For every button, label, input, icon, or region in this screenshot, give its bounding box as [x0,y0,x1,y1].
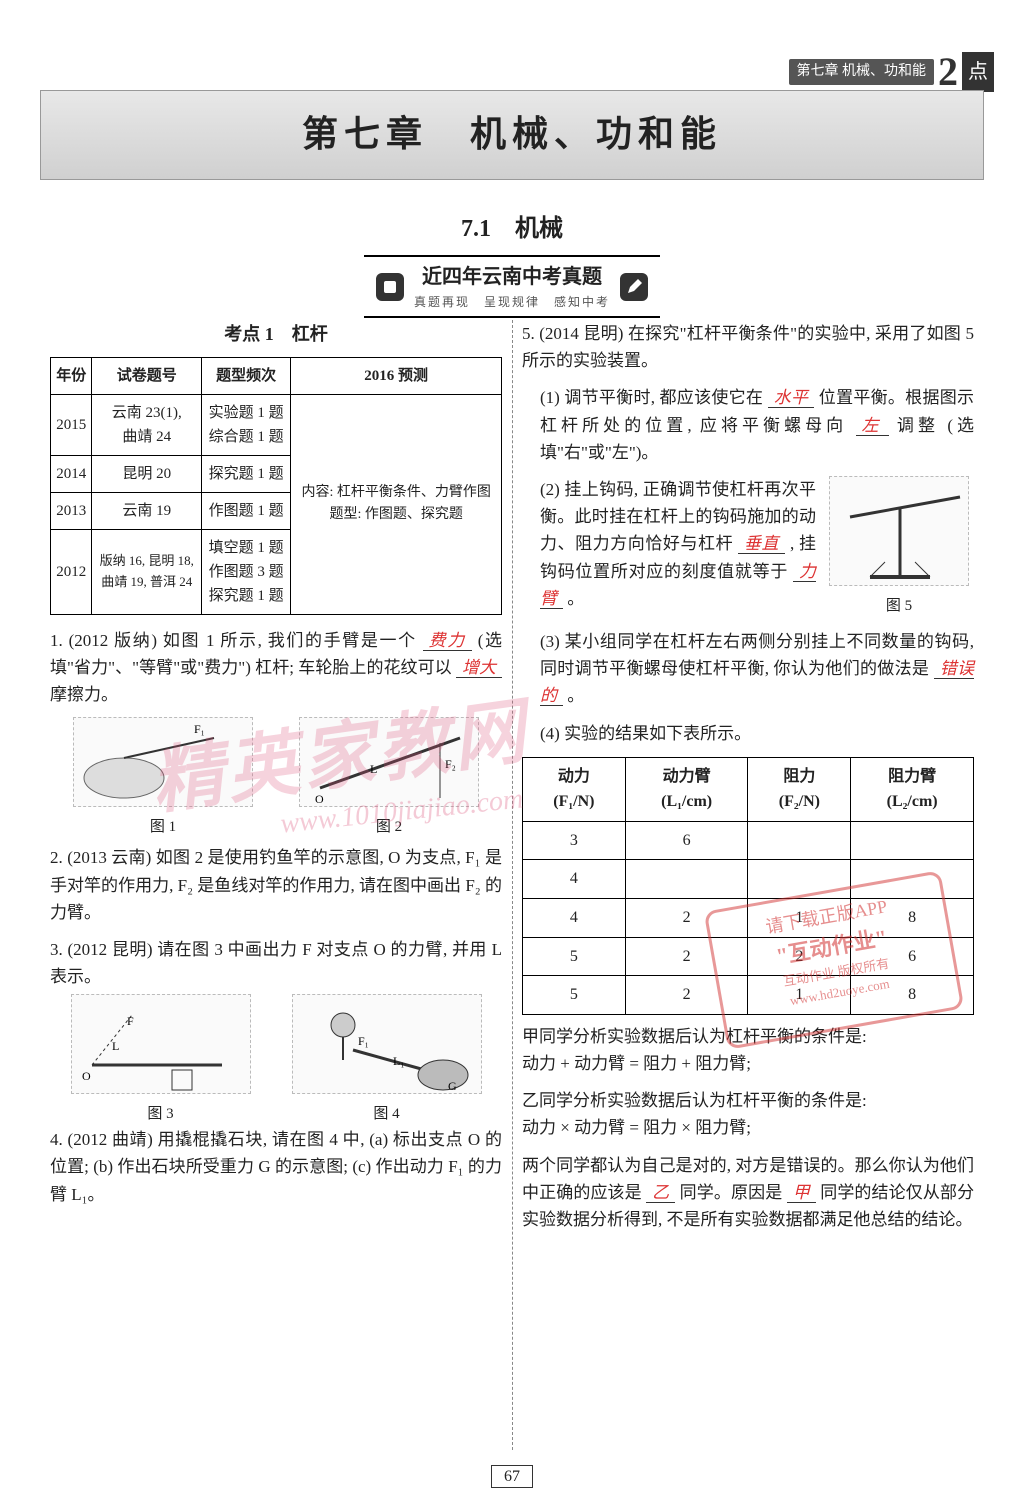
exam-history-table: 年份 试卷题号 题型频次 2016 预测 2015 云南 23(1), 曲靖 2… [50,357,502,615]
svg-text:G: G [448,1079,457,1093]
header-dian-label: 点 [962,52,994,92]
svg-text:L: L [112,1039,119,1053]
svg-text:F₁: F₁ [194,722,205,736]
right-column: 5. (2014 昆明) 在探究"杠杆平衡条件"的实验中, 采用了如图 5 所示… [522,320,974,1460]
answer-blank: 甲 [787,1183,816,1203]
svg-text:F₂: F₂ [445,757,456,771]
table-row: 4 [523,860,974,899]
question-5-intro: 5. (2014 昆明) 在探究"杠杆平衡条件"的实验中, 采用了如图 5 所示… [522,320,974,374]
prediction-cell: 内容: 杠杆平衡条件、力臂作图 题型: 作图题、探究题 [291,394,502,614]
pen-icon [620,273,648,301]
table-row: 36 [523,821,974,860]
answer-blank: 左 [856,416,889,436]
question-1: 1. (2012 版纳) 如图 1 所示, 我们的手臂是一个 费力 (选填"省力… [50,627,502,709]
conclusion-final: 两个同学都认为自己是对的, 对方是错误的。那么你认为他们中正确的应该是 乙 同学… [522,1152,974,1234]
answer-blank: 水平 [768,388,815,408]
answer-blank: 费力 [423,631,472,651]
conclusion-jia: 甲同学分析实验数据后认为杠杆平衡的条件是: 动力 + 动力臂 = 阻力 + 阻力… [522,1023,974,1077]
badge-row: 近四年云南中考真题 真题再现 呈现规律 感知中考 [0,255,1024,318]
th-pred: 2016 预测 [291,357,502,394]
question-2: 2. (2013 云南) 如图 2 是使用钓鱼竿的示意图, O 为支点, F₁ … [50,844,502,926]
question-4: 4. (2012 曲靖) 用撬棍撬石块, 请在图 4 中, (a) 标出支点 O… [50,1126,502,1208]
figure-5: 图 5 [824,476,974,618]
th-type: 题型频次 [202,357,291,394]
table-row: 4218 [523,899,974,938]
conclusion-yi: 乙同学分析实验数据后认为杠杆平衡的条件是: 动力 × 动力臂 = 阻力 × 阻力… [522,1087,974,1141]
answer-blank: 增大 [456,658,502,678]
figure-1: F₁ 图 1 [73,717,253,839]
question-3: 3. (2012 昆明) 请在图 3 中画出力 F 对支点 O 的力臂, 并用 … [50,936,502,990]
chapter-tag-text: 第七章 机械、功和能 [789,59,935,85]
experiment-data-table: 动力 (F₁/N) 动力臂 (L₁/cm) 阻力 (F₂/N) 阻力臂 (L₂/… [522,757,974,1015]
answer-blank: 乙 [646,1183,675,1203]
table-header-row: 动力 (F₁/N) 动力臂 (L₁/cm) 阻力 (F₂/N) 阻力臂 (L₂/… [523,757,974,821]
chapter-title: 第七章 机械、功和能 [302,106,722,164]
badge-sub-text: 真题再现 呈现规律 感知中考 [414,293,610,312]
table-row: 5218 [523,976,974,1015]
question-5-2: 图 5 (2) 挂上钩码, 正确调节使杠杆再次平衡。此时挂在杠杆上的钩码施加的动… [540,476,974,618]
left-column: 考点 1 杠杆 年份 试卷题号 题型频次 2016 预测 2015 云南 23(… [50,320,502,1460]
answer-blank: 垂直 [738,534,785,554]
figure-3: OFL 图 3 [71,994,251,1126]
figure-4: F₁GL₁ 图 4 [292,994,482,1126]
page-number: 67 [0,1464,1024,1490]
exam-badge: 近四年云南中考真题 真题再现 呈现规律 感知中考 [364,255,660,318]
figure-2: F₂OL 图 2 [299,717,479,839]
th-num: 试卷题号 [92,357,202,394]
svg-text:O: O [315,792,324,806]
table-row: 2015 云南 23(1), 曲靖 24 实验题 1 题 综合题 1 题 内容:… [51,394,502,455]
section-number: 7.1 机械 [0,210,1024,248]
table-row: 5226 [523,937,974,976]
two-column-layout: 考点 1 杠杆 年份 试卷题号 题型频次 2016 预测 2015 云南 23(… [50,320,974,1460]
kaodian-heading: 考点 1 杠杆 [50,320,502,349]
svg-text:L: L [370,762,377,776]
svg-text:L₁: L₁ [393,1054,405,1068]
figure-row-1-2: F₁ 图 1 F₂OL 图 2 [50,718,502,838]
question-5-4: (4) 实验的结果如下表所示。 [540,720,974,747]
chapter-banner: 第七章 机械、功和能 [40,90,984,180]
table-header-row: 年份 试卷题号 题型频次 2016 预测 [51,357,502,394]
badge-main-text: 近四年云南中考真题 [414,261,610,293]
svg-text:F: F [127,1014,134,1028]
figure-row-3-4: OFL 图 3 F₁GL₁ 图 4 [50,1000,502,1120]
book-icon [376,273,404,301]
question-5-1: (1) 调节平衡时, 都应该使它在 水平 位置平衡。根据图示杠杆所处的位置, 应… [540,384,974,466]
svg-text:O: O [82,1069,91,1083]
th-year: 年份 [51,357,92,394]
svg-text:F₁: F₁ [358,1034,369,1048]
question-5-3: (3) 某小组同学在杠杆左右两侧分别挂上不同数量的钩码, 同时调节平衡螺母使杠杆… [540,628,974,710]
